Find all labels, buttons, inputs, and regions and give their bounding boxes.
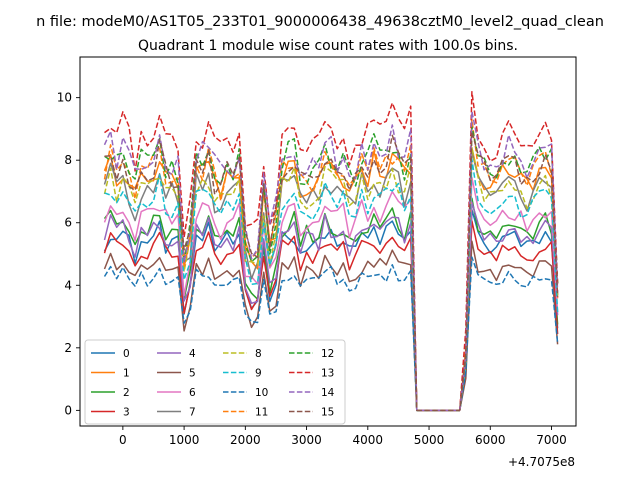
x-tick-label-4000: 4000 xyxy=(353,433,384,447)
series-line-15 xyxy=(104,130,559,412)
figure-suptitle: n file: modeM0/AS1T05_233T01_9000006438_… xyxy=(36,14,604,30)
chart-title: Quadrant 1 module wise count rates with … xyxy=(138,38,518,54)
series-line-10 xyxy=(103,256,559,412)
legend-label-7: 7 xyxy=(189,407,196,419)
series-line-9 xyxy=(104,158,559,412)
legend-label-10: 10 xyxy=(255,387,268,399)
y-tick-label-4: 4 xyxy=(64,278,72,292)
series-line-6 xyxy=(103,176,559,412)
x-tick-label-7000: 7000 xyxy=(536,433,567,447)
legend-label-2: 2 xyxy=(123,387,130,399)
x-tick-label-5000: 5000 xyxy=(414,433,445,447)
series-line-14 xyxy=(103,110,559,412)
y-tick-label-0: 0 xyxy=(64,403,72,417)
legend-label-11: 11 xyxy=(255,407,268,419)
x-tick-label-6000: 6000 xyxy=(475,433,506,447)
series-line-4 xyxy=(103,201,559,412)
legend-label-12: 12 xyxy=(321,348,334,360)
legend-box xyxy=(84,339,346,425)
x-tick-label-2000: 2000 xyxy=(230,433,261,447)
x-offset-label: +4.7075e8 xyxy=(508,455,575,469)
legend-label-15: 15 xyxy=(321,407,334,419)
series-line-3 xyxy=(103,220,559,412)
y-tick-label-10: 10 xyxy=(57,91,72,105)
legend-label-4: 4 xyxy=(189,348,196,360)
y-tick-label-2: 2 xyxy=(64,341,72,355)
legend-label-1: 1 xyxy=(123,368,130,380)
legend-label-9: 9 xyxy=(255,368,262,380)
x-tick-label-3000: 3000 xyxy=(291,433,322,447)
legend-label-14: 14 xyxy=(321,387,335,399)
legend-label-13: 13 xyxy=(321,368,334,380)
x-tick-label-1000: 1000 xyxy=(169,433,200,447)
legend-label-0: 0 xyxy=(123,348,130,360)
legend-label-6: 6 xyxy=(189,387,196,399)
legend-label-3: 3 xyxy=(123,407,130,419)
legend-label-5: 5 xyxy=(189,368,196,380)
axes-frame xyxy=(79,56,577,427)
y-tick-label-6: 6 xyxy=(64,216,72,230)
y-tick-label-8: 8 xyxy=(64,153,72,167)
legend-label-8: 8 xyxy=(255,348,262,360)
x-tick-label-0: 0 xyxy=(119,433,127,447)
